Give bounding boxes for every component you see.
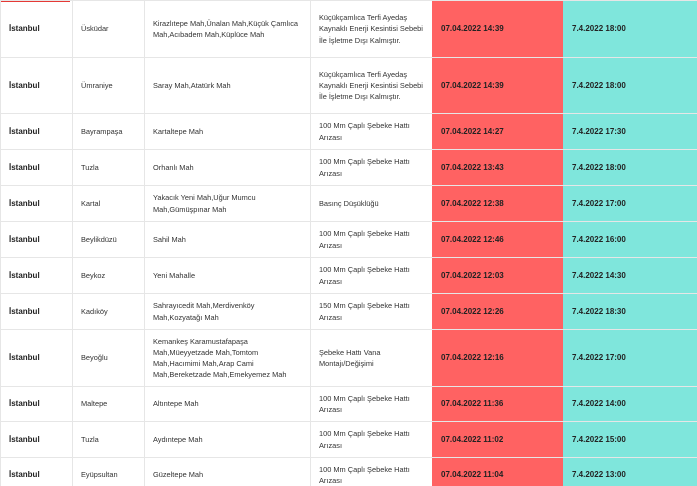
estimated-end-time-cell: 7.4.2022 16:00 [563,221,697,258]
table-row: İstanbul Tuzla Orhanlı Mah 100 Mm Çaplı Şeb… [0,149,697,186]
estimated-end-time-cell: 7.4.2022 15:00 [563,421,697,458]
city-cell: İstanbul [0,221,73,258]
neighborhoods-cell: Yakacık Yeni Mah,Uğur Mumcu Mah,Gümüşpın… [144,185,311,222]
estimated-end-time-cell: 7.4.2022 18:00 [563,149,697,186]
outage-reason-cell: 100 Mm Çaplı Şebeke Hattı Arızası [310,113,433,150]
neighborhoods-cell: Sahil Mah [144,221,311,258]
table-row: İstanbul Maltepe Altıntepe Mah 100 Mm Çaplı… [0,386,697,422]
table-row: İstanbul Üsküdar Kirazlıtepe Mah,Ünalan Ma… [0,0,697,58]
district-cell: Üsküdar [72,0,145,58]
outage-reason-cell: 100 Mm Çaplı Şebeke Hattı Arızası [310,221,433,258]
estimated-end-time-cell: 7.4.2022 14:00 [563,386,697,422]
start-time-cell: 07.04.2022 14:39 [432,0,564,58]
start-time-cell: 07.04.2022 13:43 [432,149,564,186]
district-cell: Kartal [72,185,145,222]
city-cell: İstanbul [0,185,73,222]
estimated-end-time-cell: 7.4.2022 17:30 [563,113,697,150]
district-cell: Bayrampaşa [72,113,145,150]
district-cell: Beykoz [72,257,145,294]
outage-reason-cell: Basınç Düşüklüğü [310,185,433,222]
start-time-cell: 07.04.2022 11:36 [432,386,564,422]
neighborhoods-cell: Orhanlı Mah [144,149,311,186]
city-cell: İstanbul [0,257,73,294]
table-row: İstanbul Beylikdüzü Sahil Mah 100 Mm Çaplı … [0,221,697,258]
start-time-cell: 07.04.2022 11:04 [432,457,564,486]
table-row: İstanbul Beykoz Yeni Mahalle 100 Mm Çaplı Ş… [0,257,697,294]
district-cell: Beylikdüzü [72,221,145,258]
outage-reason-cell: 100 Mm Çaplı Şebeke Hattı Arızası [310,257,433,294]
city-cell: İstanbul [0,113,73,150]
neighborhoods-cell: Aydıntepe Mah [144,421,311,458]
estimated-end-time-cell: 7.4.2022 13:00 [563,457,697,486]
table-row: İstanbul Eyüpsultan Güzeltepe Mah 100 Mm Ça… [0,457,697,486]
city-cell: İstanbul [0,421,73,458]
district-cell: Kadıköy [72,293,145,330]
city-cell: İstanbul [0,329,73,387]
outage-reason-cell: Küçükçamlıca Terfi Ayedaş Kaynaklı Enerj… [310,0,433,58]
district-cell: Eyüpsultan [72,457,145,486]
start-time-cell: 07.04.2022 11:02 [432,421,564,458]
estimated-end-time-cell: 7.4.2022 18:00 [563,57,697,114]
start-time-cell: 07.04.2022 12:38 [432,185,564,222]
neighborhoods-cell: Altıntepe Mah [144,386,311,422]
table-row: İstanbul Kadıköy Sahrayıcedit Mah,Merdiven… [0,293,697,330]
start-time-cell: 07.04.2022 14:27 [432,113,564,150]
start-time-cell: 07.04.2022 12:16 [432,329,564,387]
outage-reason-cell: 100 Mm Çaplı Şebeke Hattı Arızası [310,386,433,422]
outage-reason-cell: Küçükçamlıca Terfi Ayedaş Kaynaklı Enerj… [310,57,433,114]
start-time-cell: 07.04.2022 12:46 [432,221,564,258]
outage-reason-cell: 150 Mm Çaplı Şebeke Hattı Arızası [310,293,433,330]
neighborhoods-cell: Saray Mah,Atatürk Mah [144,57,311,114]
district-cell: Tuzla [72,149,145,186]
table-row: İstanbul Bayrampaşa Kartaltepe Mah 100 Mm Ç… [0,113,697,150]
neighborhoods-cell: Yeni Mahalle [144,257,311,294]
city-cell: İstanbul [0,0,73,58]
estimated-end-time-cell: 7.4.2022 17:00 [563,185,697,222]
neighborhoods-cell: Kemankeş Karamustafapaşa Mah,Müeyyetzade… [144,329,311,387]
city-cell: İstanbul [0,57,73,114]
estimated-end-time-cell: 7.4.2022 18:00 [563,0,697,58]
table-row: İstanbul Kartal Yakacık Yeni Mah,Uğur Mumc… [0,185,697,222]
city-cell: İstanbul [0,457,73,486]
start-time-cell: 07.04.2022 14:39 [432,57,564,114]
table-row: İstanbul Beyoğlu Kemankeş Karamustafapaşa … [0,329,697,387]
outage-reason-cell: 100 Mm Çaplı Şebeke Hattı Arızası [310,149,433,186]
estimated-end-time-cell: 7.4.2022 18:30 [563,293,697,330]
table-row: İstanbul Ümraniye Saray Mah,Atatürk Mah Küç… [0,57,697,114]
district-cell: Beyoğlu [72,329,145,387]
estimated-end-time-cell: 7.4.2022 17:00 [563,329,697,387]
outage-reason-cell: 100 Mm Çaplı Şebeke Hattı Arızası [310,457,433,486]
neighborhoods-cell: Kirazlıtepe Mah,Ünalan Mah,Küçük Çamlıca… [144,0,311,58]
district-cell: Maltepe [72,386,145,422]
estimated-end-time-cell: 7.4.2022 14:30 [563,257,697,294]
district-cell: Tuzla [72,421,145,458]
city-cell: İstanbul [0,386,73,422]
city-cell: İstanbul [0,293,73,330]
table-row: İstanbul Tuzla Aydıntepe Mah 100 Mm Çaplı Ş… [0,421,697,458]
neighborhoods-cell: Sahrayıcedit Mah,Merdivenköy Mah,Kozyata… [144,293,311,330]
outage-reason-cell: Şebeke Hattı Vana Montajı/Değişimi [310,329,433,387]
city-cell: İstanbul [0,149,73,186]
neighborhoods-cell: Güzeltepe Mah [144,457,311,486]
start-time-cell: 07.04.2022 12:03 [432,257,564,294]
district-cell: Ümraniye [72,57,145,114]
start-time-cell: 07.04.2022 12:26 [432,293,564,330]
neighborhoods-cell: Kartaltepe Mah [144,113,311,150]
outage-reason-cell: 100 Mm Çaplı Şebeke Hattı Arızası [310,421,433,458]
